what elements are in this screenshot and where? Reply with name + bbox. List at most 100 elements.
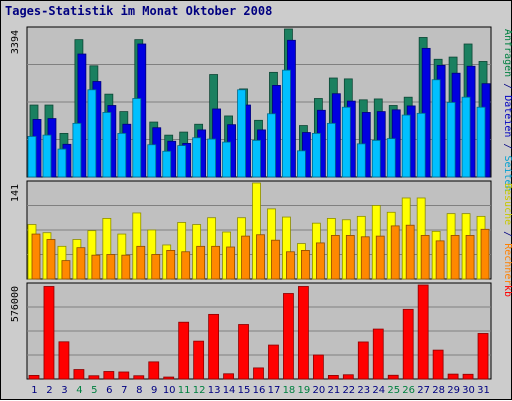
bar-seiten-8 — [132, 98, 142, 178]
bar-rechner-6 — [106, 254, 116, 280]
bar-kb-6 — [103, 371, 115, 380]
day-label-12: 12 — [193, 385, 206, 396]
bar-seiten-10 — [162, 150, 172, 178]
bar-rechner-27 — [420, 235, 430, 280]
bar-rechner-26 — [405, 224, 415, 280]
bar-kb-28 — [432, 349, 444, 380]
bar-seiten-27 — [416, 112, 426, 178]
bar-rechner-14 — [226, 246, 235, 280]
bar-seiten-28 — [431, 79, 441, 178]
panel-top-max-label: 3394 — [10, 30, 21, 54]
panel-middle-legend: Besuche / Rechner — [502, 183, 512, 285]
legend-part: Seiten — [502, 155, 512, 191]
panel-bottom-max-label: 576000 — [10, 286, 21, 322]
day-label-28: 28 — [432, 385, 445, 396]
bar-seiten-2 — [42, 134, 52, 178]
bar-rechner-11 — [181, 251, 191, 280]
bar-rechner-17 — [271, 239, 280, 280]
bar-seiten-18 — [282, 69, 291, 178]
bar-rechner-18 — [286, 251, 295, 280]
day-label-23: 23 — [357, 385, 370, 396]
bar-rechner-1 — [31, 233, 41, 280]
bar-seiten-4 — [72, 122, 82, 178]
bar-rechner-21 — [330, 235, 340, 280]
bar-rechner-25 — [390, 225, 400, 280]
day-label-2: 2 — [46, 385, 52, 396]
bar-seiten-15 — [237, 89, 246, 178]
bar-seiten-21 — [326, 122, 336, 178]
day-label-7: 7 — [121, 385, 127, 396]
bar-rechner-16 — [256, 234, 265, 280]
bar-rechner-24 — [375, 235, 385, 280]
panel-bottom-legend: kb — [502, 285, 512, 297]
day-label-25: 25 — [387, 385, 400, 396]
bar-kb-1 — [28, 375, 40, 380]
bar-seiten-5 — [87, 89, 97, 178]
bar-rechner-9 — [151, 254, 161, 280]
bar-kb-17 — [268, 344, 279, 380]
bar-rechner-30 — [465, 235, 475, 280]
legend-part: Besuche — [502, 183, 512, 225]
day-label-13: 13 — [208, 385, 221, 396]
day-label-16: 16 — [253, 385, 266, 396]
bar-rechner-23 — [360, 236, 370, 280]
legend-part: Anfragen — [502, 29, 512, 77]
bar-kb-25 — [387, 374, 399, 380]
bar-seiten-25 — [386, 138, 396, 178]
bar-rechner-22 — [345, 235, 355, 280]
bar-seiten-22 — [341, 106, 351, 178]
legend-part: kb — [502, 285, 512, 297]
day-label-5: 5 — [91, 385, 97, 396]
bar-kb-22 — [342, 374, 354, 380]
bar-seiten-31 — [476, 106, 486, 178]
bar-kb-13 — [208, 313, 220, 380]
day-label-27: 27 — [417, 385, 430, 396]
bar-seiten-12 — [192, 137, 202, 178]
bar-rechner-12 — [196, 245, 206, 280]
panel-top-legend: Anfragen / Dateien / Seiten — [502, 29, 512, 192]
bar-kb-12 — [193, 340, 205, 380]
day-label-10: 10 — [163, 385, 176, 396]
bar-rechner-3 — [61, 260, 71, 280]
bar-rechner-2 — [46, 239, 56, 280]
day-label-14: 14 — [223, 385, 236, 396]
bar-seiten-17 — [267, 113, 276, 178]
bar-kb-23 — [357, 341, 369, 380]
bar-kb-31 — [477, 333, 489, 380]
bar-seiten-29 — [446, 102, 456, 178]
day-label-4: 4 — [76, 385, 82, 396]
bar-seiten-1 — [27, 136, 37, 178]
bar-seiten-3 — [57, 148, 67, 178]
bar-rechner-20 — [315, 242, 325, 280]
legend-part: / — [502, 77, 512, 95]
day-label-15: 15 — [238, 385, 251, 396]
bar-rechner-13 — [211, 245, 221, 280]
bar-kb-30 — [462, 373, 474, 380]
bar-kb-4 — [73, 369, 85, 380]
bar-kb-29 — [447, 373, 459, 380]
day-label-29: 29 — [447, 385, 460, 396]
bar-rechner-29 — [450, 235, 460, 280]
bar-kb-10 — [163, 376, 175, 380]
bar-kb-15 — [238, 324, 249, 380]
day-label-21: 21 — [327, 385, 340, 396]
bar-rechner-7 — [121, 254, 131, 280]
bar-dateien-27 — [421, 47, 431, 178]
bar-kb-2 — [43, 286, 55, 380]
bar-kb-11 — [178, 321, 190, 380]
bar-seiten-13 — [207, 138, 217, 178]
bar-seiten-16 — [252, 139, 261, 178]
bar-seiten-6 — [102, 112, 112, 178]
day-label-22: 22 — [342, 385, 355, 396]
bar-kb-7 — [118, 371, 130, 380]
bar-rechner-15 — [241, 235, 250, 280]
bar-seiten-30 — [461, 96, 471, 178]
day-label-24: 24 — [372, 385, 385, 396]
bar-dateien-4 — [77, 53, 87, 178]
day-label-6: 6 — [106, 385, 112, 396]
day-label-11: 11 — [178, 385, 191, 396]
bar-rechner-31 — [480, 228, 490, 280]
bar-rechner-10 — [166, 250, 176, 280]
